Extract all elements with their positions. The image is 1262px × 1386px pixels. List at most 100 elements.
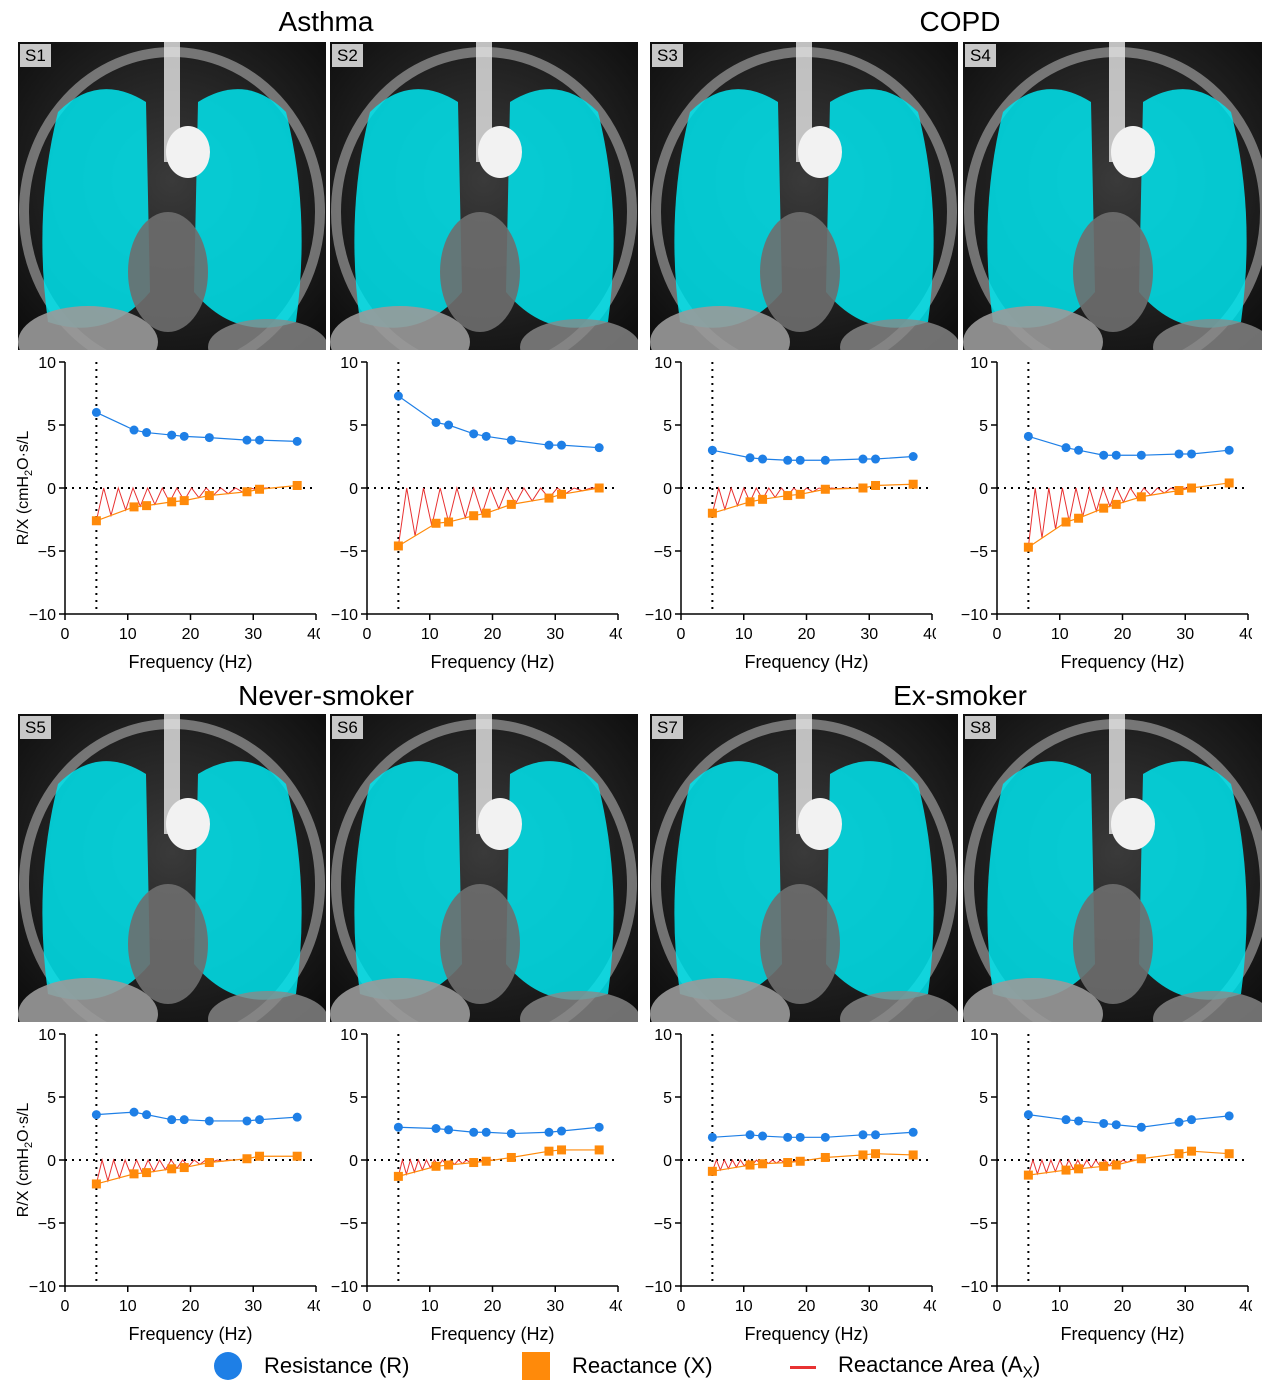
resistance-point <box>820 1132 830 1142</box>
resistance-point <box>783 1132 793 1142</box>
reactance-point <box>594 483 604 493</box>
reactance-point <box>292 480 302 490</box>
y-tick-label: 5 <box>979 418 988 435</box>
reactance-point <box>167 1164 177 1174</box>
subject-label: S3 <box>652 44 683 67</box>
reactance-point <box>1061 1165 1071 1175</box>
y-tick-label: 0 <box>663 481 672 498</box>
resistance-point <box>444 420 454 430</box>
x-tick-label: 0 <box>677 1298 686 1315</box>
resistance-point <box>204 433 214 443</box>
resistance-point <box>594 1122 604 1132</box>
reactance-point <box>795 489 805 499</box>
y-tick-label: 5 <box>47 1090 56 1107</box>
resistance-point <box>1023 1110 1033 1120</box>
legend-resistance-label: Resistance (R) <box>264 1353 410 1378</box>
lung-mri-picture <box>650 42 958 350</box>
resistance-point <box>1099 450 1109 460</box>
resistance-series-line <box>1028 435 1230 456</box>
x-tick-label: 30 <box>244 1298 262 1315</box>
resistance-point <box>858 454 868 464</box>
x-tick-label: 0 <box>61 1298 70 1315</box>
legend-reactance-area: Reactance Area (AX) <box>790 1352 1040 1382</box>
resistance-point <box>481 431 491 441</box>
subject-label: S7 <box>652 716 683 739</box>
resistance-point <box>858 1130 868 1140</box>
resistance-point <box>444 1125 454 1135</box>
x-tick-label: 40 <box>1239 1298 1252 1315</box>
resistance-point <box>1136 1122 1146 1132</box>
resistance-point <box>544 440 554 450</box>
x-tick-label: 10 <box>119 626 137 643</box>
x-axis-label: Frequency (Hz) <box>744 652 868 672</box>
reactance-point <box>795 1156 805 1166</box>
resistance-point <box>557 440 567 450</box>
impedance-plot-s8: 10 5 0 −5 −10 0 10 20 30 40 Frequency (Hz) <box>932 1024 1257 1354</box>
reactance-series-line <box>712 483 914 514</box>
reactance-point <box>204 1158 214 1168</box>
x-tick-label: 20 <box>798 626 816 643</box>
y-tick-label: 10 <box>970 1027 988 1044</box>
reactance-point <box>758 494 768 504</box>
reactance-area-hatch <box>397 486 600 547</box>
reactance-marker-icon <box>522 1352 550 1380</box>
resistance-point <box>795 455 805 465</box>
resistance-point <box>594 443 604 453</box>
x-tick-label: 20 <box>1114 1298 1132 1315</box>
resistance-point <box>1061 1115 1071 1125</box>
resistance-point <box>393 391 403 401</box>
reactance-point <box>745 1160 755 1170</box>
resistance-point <box>1136 450 1146 460</box>
legend: Resistance (R) Reactance (X) Reactance A… <box>0 1352 1262 1386</box>
reactance-point <box>167 497 177 507</box>
resistance-point <box>292 436 302 446</box>
reactance-point <box>179 1163 189 1173</box>
resistance-point <box>1111 450 1121 460</box>
reactance-point <box>1174 1149 1184 1159</box>
reactance-point <box>481 508 491 518</box>
x-tick-label: 10 <box>735 626 753 643</box>
x-tick-label: 20 <box>484 626 502 643</box>
y-tick-label: 0 <box>979 481 988 498</box>
reactance-point <box>783 1158 793 1168</box>
x-tick-label: 30 <box>244 626 262 643</box>
reactance-point <box>506 1152 516 1162</box>
reactance-point <box>292 1151 302 1161</box>
x-tick-label: 30 <box>860 1298 878 1315</box>
resistance-series-line <box>712 449 914 461</box>
resistance-point <box>557 1126 567 1136</box>
y-tick-label: 10 <box>38 355 56 372</box>
resistance-point <box>431 1124 441 1133</box>
resistance-point <box>506 435 516 445</box>
y-tick-label: 5 <box>663 418 672 435</box>
reactance-series-line <box>96 1155 298 1185</box>
x-axis-label: Frequency (Hz) <box>128 652 252 672</box>
resistance-point <box>142 1110 152 1120</box>
subject-label: S6 <box>332 716 363 739</box>
reactance-point <box>707 1166 717 1176</box>
resistance-point <box>1099 1118 1109 1128</box>
reactance-point <box>242 487 252 497</box>
reactance-point <box>393 1171 403 1181</box>
resistance-point <box>908 452 918 461</box>
resistance-point <box>1111 1120 1121 1130</box>
mri-image-s3: S3 <box>650 42 958 350</box>
mri-image-s4: S4 <box>963 42 1262 350</box>
reactance-point <box>469 511 479 521</box>
reactance-area-line-icon <box>790 1365 816 1369</box>
y-tick-label: 0 <box>663 1153 672 1170</box>
reactance-point <box>1187 1146 1197 1156</box>
reactance-point <box>544 493 554 503</box>
resistance-point <box>179 1115 189 1125</box>
y-tick-label: 10 <box>654 1027 672 1044</box>
y-tick-label: 5 <box>349 1090 358 1107</box>
subject-label: S8 <box>965 716 996 739</box>
resistance-point <box>707 445 717 455</box>
y-tick-label: −10 <box>331 1279 358 1296</box>
reactance-point <box>745 497 755 507</box>
